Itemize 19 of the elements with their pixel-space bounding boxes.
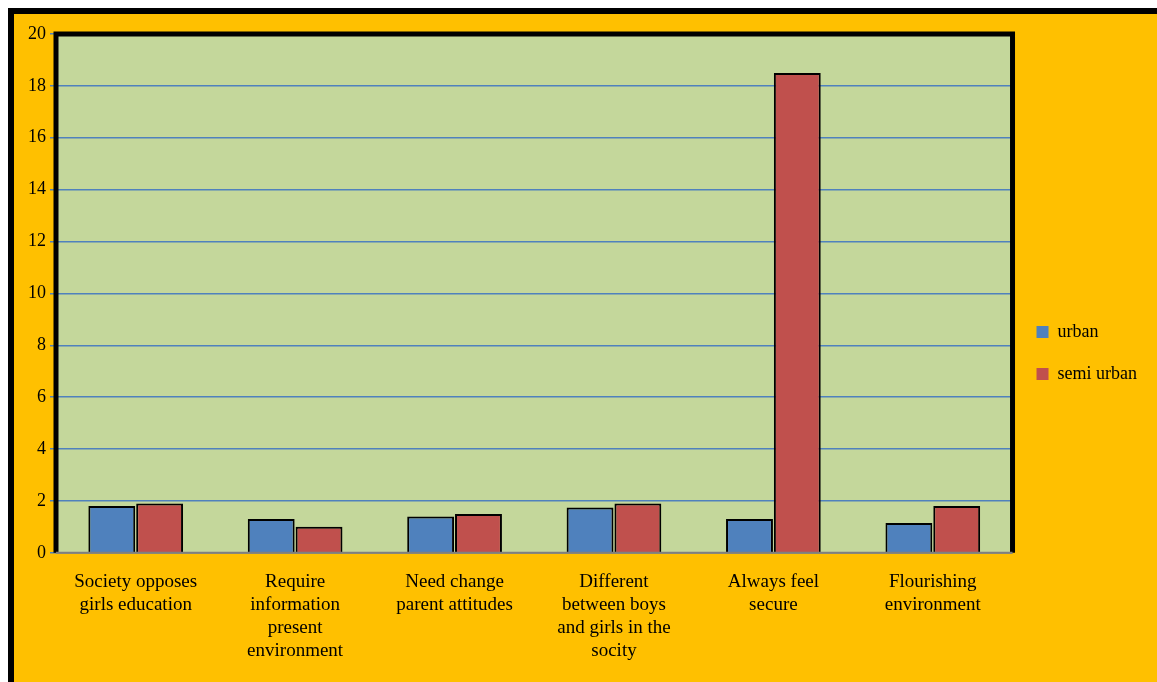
x-tick-label: Need change parent attitudes bbox=[396, 570, 513, 614]
legend-label: urban bbox=[1057, 320, 1099, 341]
y-tick-label: 18 bbox=[28, 74, 46, 95]
x-tick-label: Society opposes girls education bbox=[74, 570, 198, 614]
x-tick-label: Require information present environment bbox=[247, 570, 344, 660]
legend-label: semi urban bbox=[1057, 362, 1137, 383]
y-tick-label: 8 bbox=[37, 334, 46, 355]
y-tick-label: 12 bbox=[28, 230, 46, 251]
y-tick-label: 14 bbox=[28, 178, 46, 199]
y-tick-label: 20 bbox=[28, 22, 46, 43]
y-tick-label: 6 bbox=[37, 385, 46, 406]
y-tick-label: 0 bbox=[37, 541, 46, 562]
x-tick-label: Flourishing environment bbox=[884, 570, 982, 614]
x-tick-label: Always feel secure bbox=[727, 570, 820, 614]
y-tick-label: 10 bbox=[28, 282, 46, 303]
y-tick-label: 4 bbox=[37, 437, 46, 458]
y-tick-label: 16 bbox=[28, 126, 46, 147]
x-tick-label: Different between boys and girls in the socity bbox=[557, 570, 671, 660]
y-tick-label: 2 bbox=[37, 489, 46, 510]
